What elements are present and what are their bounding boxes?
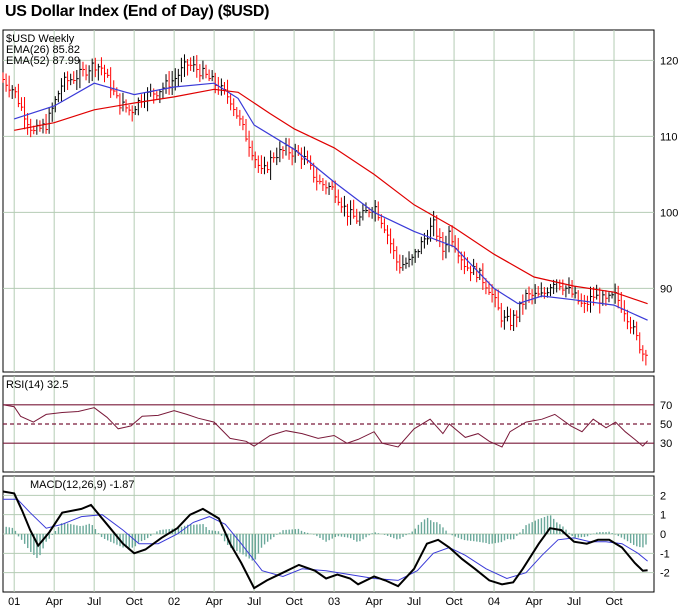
y-tick-label: 90 [660,283,672,295]
x-tick-label: Jul [407,596,421,608]
price-panel [2,29,655,373]
price-series-name: $USD Weekly [6,33,75,45]
x-tick-label: Jul [87,596,101,608]
x-tick-label: Oct [445,596,462,608]
y-tick-label: 110 [660,131,678,143]
rsi-line [2,404,648,448]
chart-title: US Dollar Index (End of Day) ($USD) [5,3,270,20]
x-tick-label: 04 [488,596,500,608]
y-tick-label: 0 [660,529,666,541]
macd-line [2,490,648,590]
y-tick-label: 1 [660,510,666,522]
x-tick-label: 01 [8,596,20,608]
y-tick-label: 120 [660,55,678,67]
x-tick-label: Oct [126,596,143,608]
ema52-legend: EMA(52) 87.99 [6,55,80,67]
macd-signal-line [3,498,648,581]
y-tick-label: 30 [660,438,672,450]
y-tick-label: -2 [660,568,670,580]
x-tick-label: Apr [525,596,542,608]
ema26-legend: EMA(26) 85.82 [6,44,80,56]
x-tick-label: Oct [605,596,622,608]
x-tick-label: Jul [567,596,581,608]
x-tick-label: 03 [328,596,340,608]
rsi-legend: RSI(14) 32.5 [6,379,68,391]
y-tick-label: 100 [660,207,678,219]
macd-legend: MACD(12,26,9) -1.87 [30,479,135,491]
y-tick-label: 70 [660,400,672,412]
y-tick-label: 2 [660,490,666,502]
y-tick-label: 50 [660,419,672,431]
x-tick-label: Apr [206,596,223,608]
x-tick-label: Apr [366,596,383,608]
ema26-line [14,82,648,321]
x-tick-label: Jul [247,596,261,608]
x-tick-label: Apr [46,596,63,608]
ema52-line [14,88,648,305]
y-tick-label: -1 [660,548,670,560]
x-tick-label: Oct [286,596,303,608]
x-tick-label: 02 [168,596,180,608]
